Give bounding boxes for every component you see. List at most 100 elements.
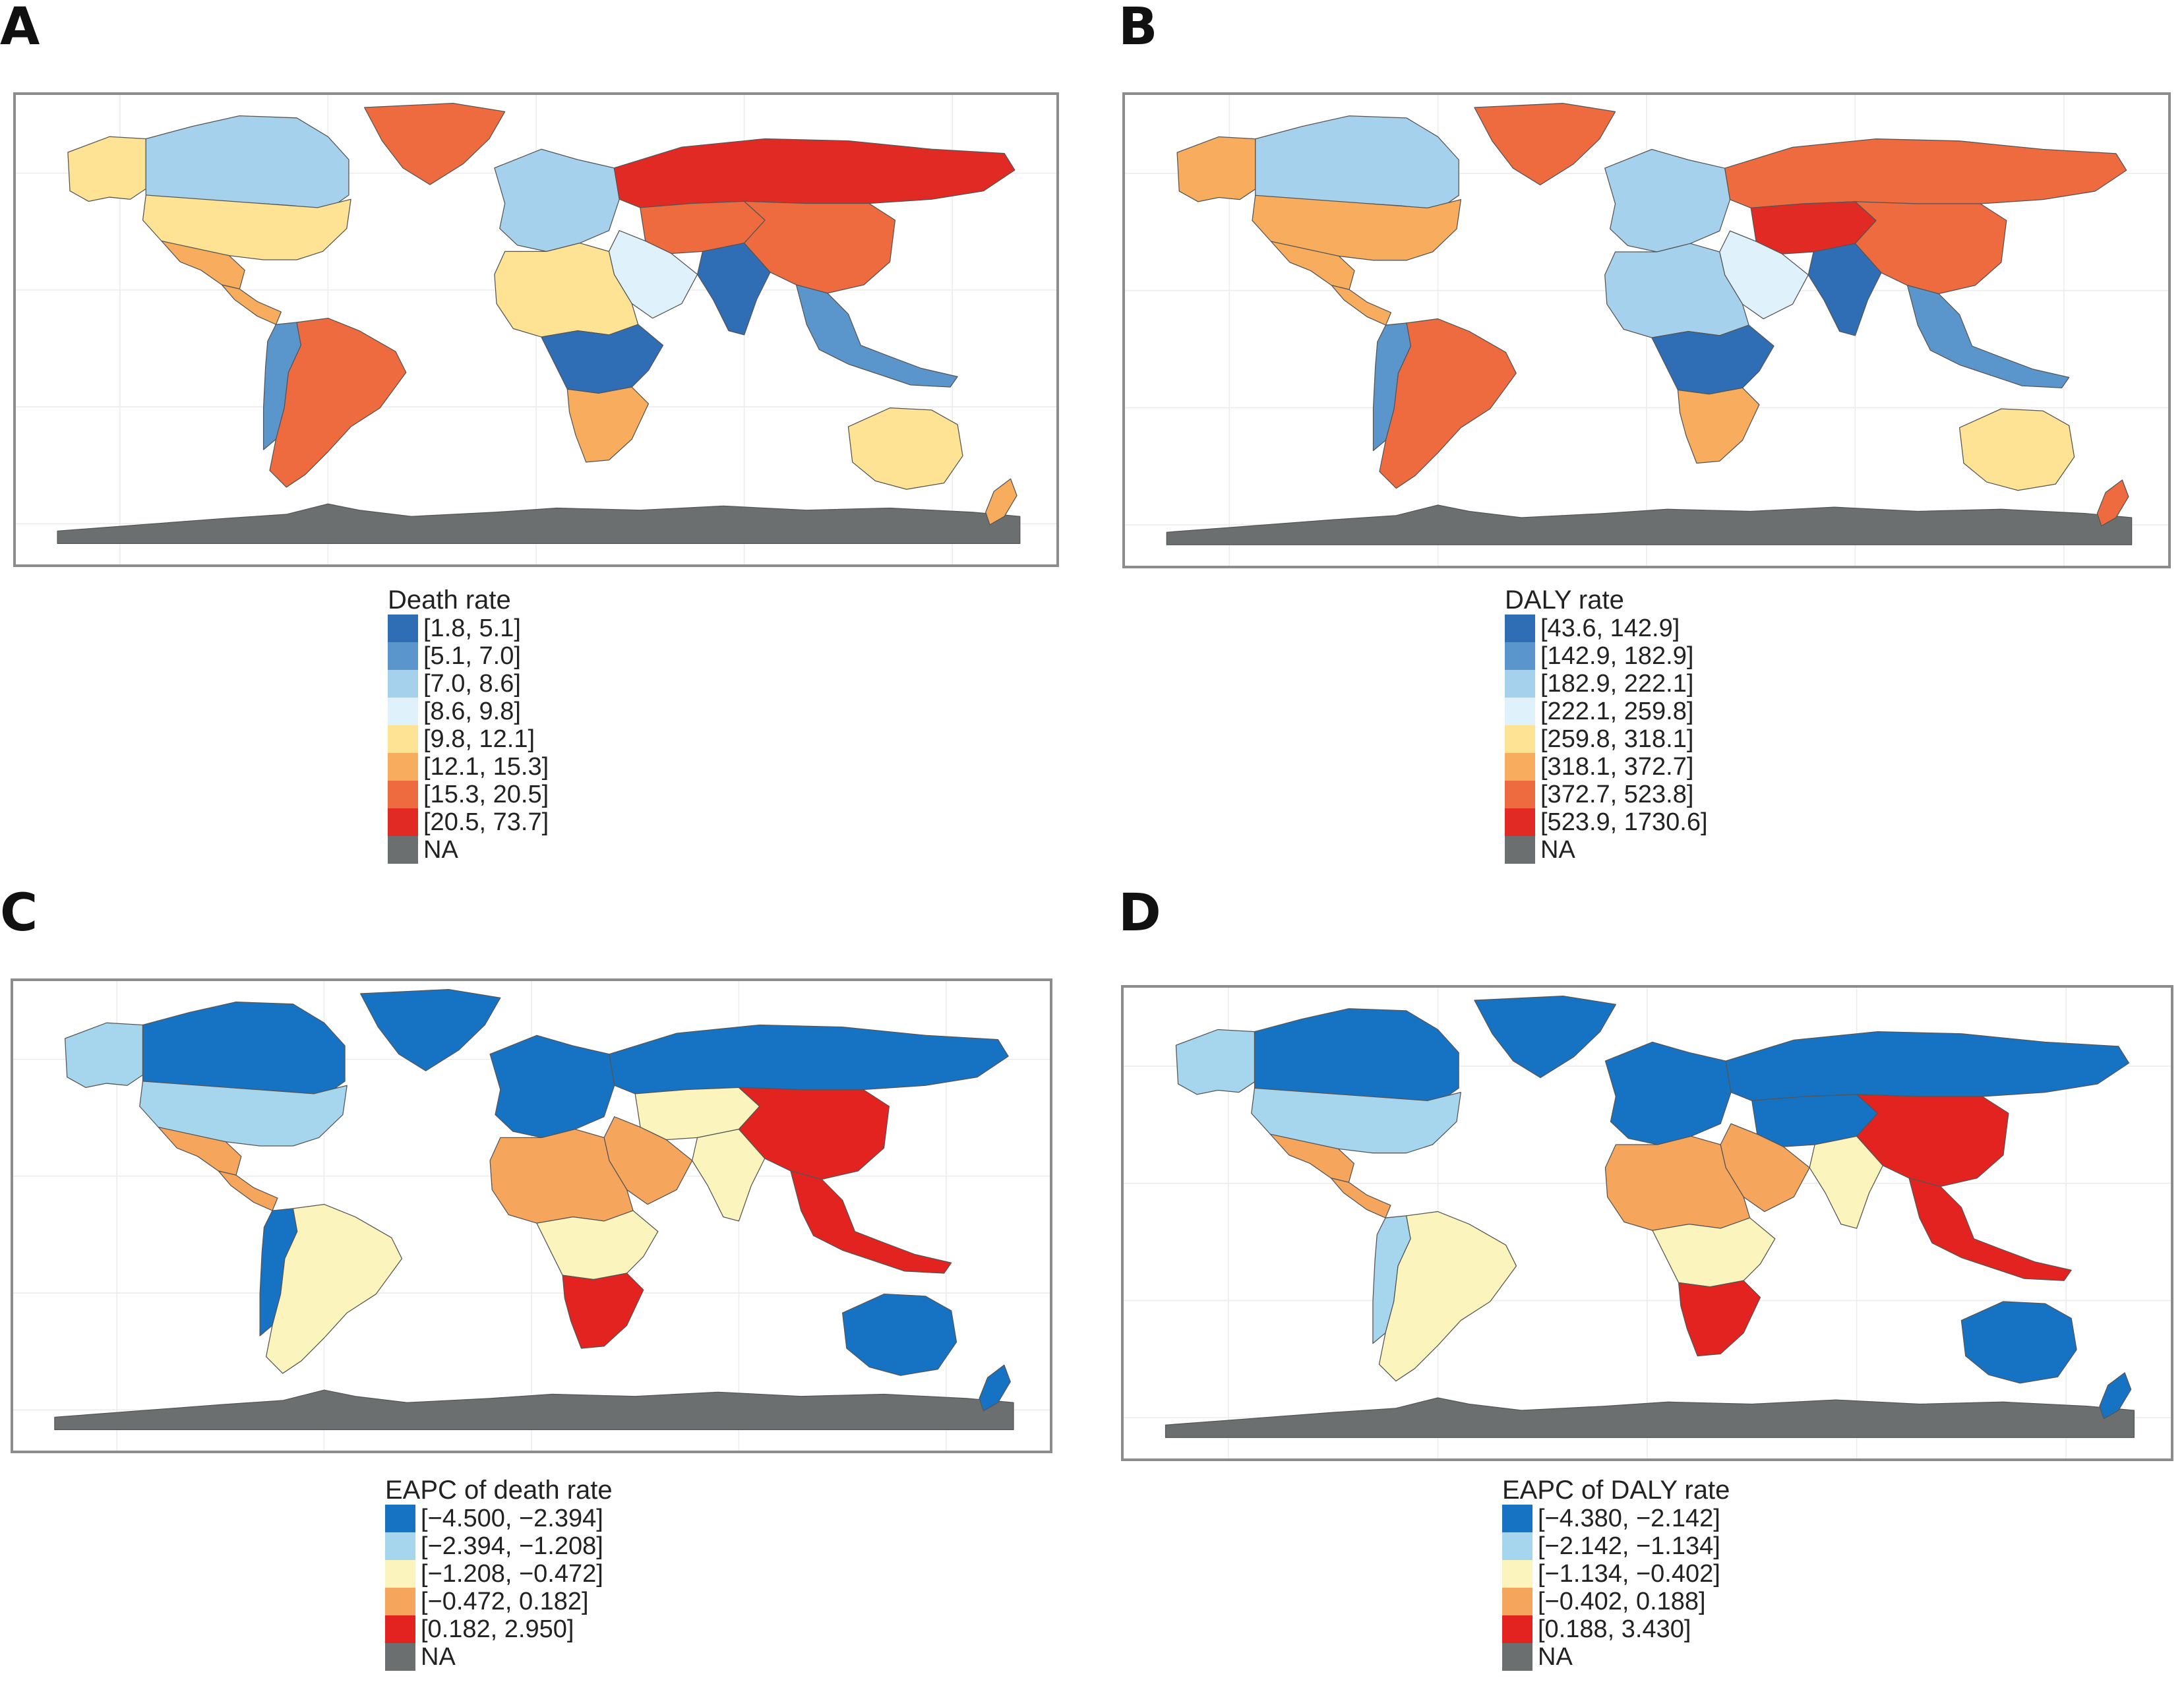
legend-item: [5.1, 7.0] — [388, 642, 549, 670]
legend-label: [523.9, 1730.6] — [1540, 808, 1708, 836]
legend-label: NA — [423, 836, 458, 864]
legend-eapc-death-rate: EAPC of death rate [−4.500, −2.394] [−2.3… — [385, 1476, 613, 1671]
legend-label: [−1.134, −0.402] — [1538, 1560, 1720, 1588]
region-south-america — [269, 317, 407, 488]
region-alaska — [1176, 136, 1256, 202]
legend-item: [12.1, 15.3] — [388, 753, 549, 781]
legend-label: NA — [421, 1643, 456, 1671]
legend-item: [−4.380, −2.142] — [1502, 1505, 1730, 1532]
legend-death-rate: Death rate [1.8, 5.1] [5.1, 7.0] [7.0, 8.6… — [388, 586, 549, 864]
legend-label: [−0.472, 0.182] — [421, 1588, 589, 1615]
world-map-svg — [16, 95, 1056, 564]
world-map-svg — [1124, 988, 2171, 1458]
region-europe — [489, 1035, 615, 1138]
legend-swatch — [1505, 670, 1535, 698]
legend-swatch — [1502, 1560, 1532, 1588]
region-canada — [1254, 1008, 1459, 1104]
legend-swatch — [388, 725, 418, 753]
region-russia — [613, 138, 1016, 208]
legend-swatch — [1505, 781, 1535, 808]
region-central-america — [218, 1170, 278, 1211]
region-southeast-asia — [790, 1170, 952, 1274]
legend-label: [−4.380, −2.142] — [1538, 1505, 1720, 1532]
legend-swatch — [385, 1588, 415, 1615]
legend-item: [318.1, 372.7] — [1505, 753, 1708, 781]
region-europe — [1604, 1041, 1732, 1145]
region-canada — [142, 1002, 346, 1096]
region-southeast-asia — [795, 284, 958, 388]
legend-label: NA — [1540, 836, 1575, 864]
region-india — [692, 1129, 766, 1222]
legend-item: [372.7, 523.8] — [1505, 781, 1708, 808]
region-china — [743, 200, 896, 294]
legend-daly-rate: DALY rate [43.6, 142.9] [142.9, 182.9] [18… — [1505, 586, 1708, 864]
legend-swatch — [385, 1643, 415, 1671]
region-canada — [1255, 115, 1459, 211]
legend-swatch — [388, 808, 418, 836]
legend-label: [1.8, 5.1] — [423, 615, 521, 642]
region-southeast-asia — [1908, 1178, 2072, 1281]
legend-item: [1.8, 5.1] — [388, 615, 549, 642]
region-antarctica — [54, 1389, 1014, 1430]
legend-item: [15.3, 20.5] — [388, 781, 549, 808]
legend-label: [−1.208, −0.472] — [421, 1560, 603, 1588]
legend-label: [−0.402, 0.188] — [1538, 1588, 1706, 1615]
region-central-america — [1330, 1178, 1391, 1218]
region-china — [738, 1087, 890, 1180]
panel-letter-d: D — [1118, 884, 1161, 943]
region-africa-central — [1652, 1217, 1776, 1288]
legend-item: [20.5, 73.7] — [388, 808, 549, 836]
region-australia — [1958, 408, 2075, 491]
world-map-daly-rate — [1122, 92, 2171, 568]
legend-swatch — [388, 615, 418, 642]
region-antarctica — [57, 503, 1021, 544]
region-new-zealand — [2099, 1372, 2132, 1420]
region-india — [696, 243, 771, 336]
legend-swatch — [385, 1560, 415, 1588]
legend-label: [372.7, 523.8] — [1540, 781, 1694, 808]
region-central-america — [1331, 285, 1392, 326]
legend-label: [0.188, 3.430] — [1538, 1615, 1691, 1643]
region-new-zealand — [979, 1364, 1011, 1412]
region-australia — [1960, 1301, 2077, 1384]
legend-swatch — [1502, 1643, 1532, 1671]
legend-item: [0.182, 2.950] — [385, 1615, 613, 1643]
legend-label: [−4.500, −2.394] — [421, 1505, 603, 1532]
region-india — [1807, 243, 1882, 336]
region-australia — [841, 1294, 957, 1376]
legend-item: [−0.402, 0.188] — [1502, 1588, 1730, 1615]
region-africa-south — [1677, 387, 1760, 464]
legend-swatch — [1505, 753, 1535, 781]
world-map-eapc-daly-rate — [1121, 985, 2173, 1461]
legend-swatch — [1505, 725, 1535, 753]
region-central-america — [221, 284, 282, 325]
legend-label: [142.9, 182.9] — [1540, 642, 1694, 670]
legend-swatch — [388, 781, 418, 808]
legend-item: [−1.134, −0.402] — [1502, 1560, 1730, 1588]
region-canada — [145, 115, 349, 210]
region-new-zealand — [985, 478, 1017, 526]
world-map-death-rate — [13, 92, 1059, 567]
legend-item: [142.9, 182.9] — [1505, 642, 1708, 670]
legend-item: [−2.394, −1.208] — [385, 1532, 613, 1560]
region-southeast-asia — [1906, 285, 2070, 388]
legend-item: [222.1, 259.8] — [1505, 698, 1708, 725]
legend-item: [−1.208, −0.472] — [385, 1560, 613, 1588]
region-africa-south — [1678, 1280, 1761, 1357]
legend-label: NA — [1538, 1643, 1573, 1671]
legend-title: Death rate — [388, 586, 511, 615]
legend-label: [318.1, 372.7] — [1540, 753, 1694, 781]
legend-swatch — [388, 698, 418, 725]
legend-label: [43.6, 142.9] — [1540, 615, 1680, 642]
legend-item: [8.6, 9.8] — [388, 698, 549, 725]
legend-item: NA — [1502, 1643, 1730, 1671]
region-africa-central — [1651, 324, 1774, 395]
legend-title: EAPC of DALY rate — [1502, 1476, 1730, 1505]
region-greenland — [1474, 103, 1616, 186]
legend-swatch — [388, 642, 418, 670]
legend-label: [−2.142, −1.134] — [1538, 1532, 1720, 1560]
legend-eapc-daly-rate: EAPC of DALY rate [−4.380, −2.142] [−2.14… — [1502, 1476, 1730, 1671]
region-africa-south — [566, 386, 650, 463]
panel-letter-c: C — [0, 884, 38, 943]
region-south-america — [1379, 318, 1517, 489]
